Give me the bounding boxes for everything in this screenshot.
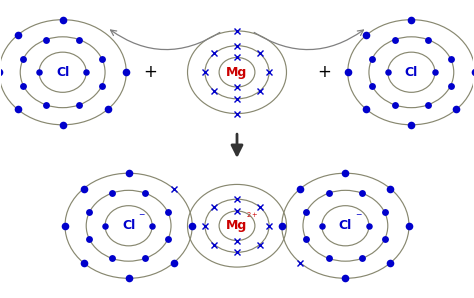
Text: Mg: Mg [227,66,247,79]
Text: Cl: Cl [122,219,135,232]
Text: +: + [317,63,331,81]
Text: $^{-}$: $^{-}$ [355,212,363,222]
Text: $^{-}$: $^{-}$ [138,212,146,222]
Text: +: + [143,63,157,81]
Text: Mg: Mg [227,219,247,232]
Text: Cl: Cl [339,219,352,232]
Text: Cl: Cl [56,66,69,79]
Text: $^{2+}$: $^{2+}$ [246,212,258,222]
Text: Cl: Cl [405,66,418,79]
